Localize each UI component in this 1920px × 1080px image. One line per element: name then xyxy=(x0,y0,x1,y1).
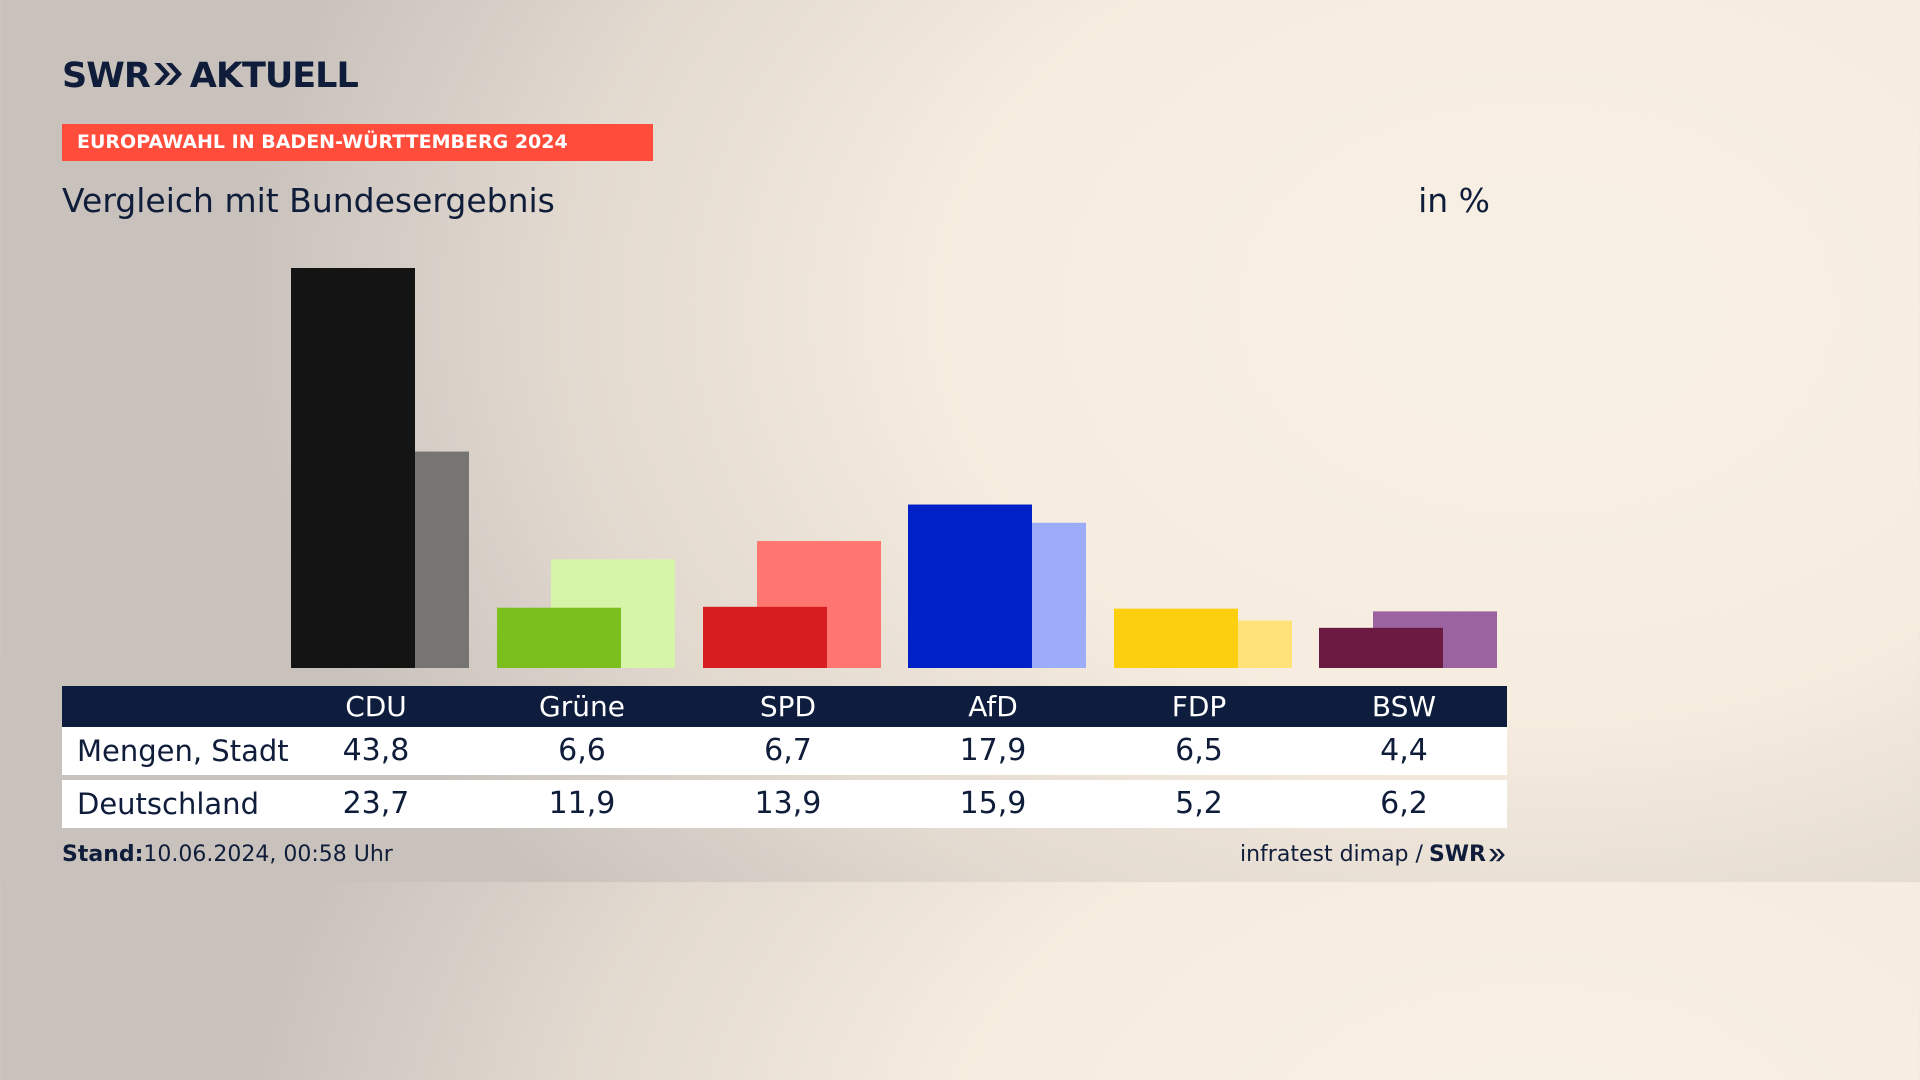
swr-aktuell-logo: SWR AKTUELL xyxy=(62,56,359,96)
column-header-afd: AfD xyxy=(968,690,1018,723)
chart-subtitle: Vergleich mit Bundesergebnis xyxy=(62,181,555,220)
source-text: infratest dimap / xyxy=(1240,842,1423,867)
table-header: CDU Grüne SPD AfD FDP BSW xyxy=(62,686,1507,727)
table-row-germany: Deutschland 23,7 11,9 13,9 15,9 5,2 6,2 xyxy=(62,780,1507,828)
value-cell: 6,7 xyxy=(764,733,812,768)
timestamp: Stand:10.06.2024, 00:58 Uhr xyxy=(62,842,393,867)
bar-mengen-afd xyxy=(908,504,1032,668)
column-header-cdu: CDU xyxy=(345,690,407,723)
source-credit: infratest dimap / SWR xyxy=(1240,842,1506,867)
value-cell: 11,9 xyxy=(548,786,616,821)
value-cell: 43,8 xyxy=(342,733,410,768)
row-label: Deutschland xyxy=(77,787,259,821)
source-brand: SWR xyxy=(1428,842,1486,867)
table-row-local: Mengen, Stadt 43,8 6,6 6,7 17,9 6,5 4,4 xyxy=(62,727,1507,775)
unit-label: in % xyxy=(1418,181,1490,220)
row-label: Mengen, Stadt xyxy=(77,734,289,768)
bar-mengen-spd xyxy=(703,606,827,668)
bar-mengen-bsw xyxy=(1319,627,1443,668)
value-cell: 4,4 xyxy=(1380,733,1428,768)
bar-mengen-cdu xyxy=(291,268,415,668)
value-cell: 6,6 xyxy=(558,733,606,768)
value-cell: 23,7 xyxy=(342,786,410,821)
value-cell: 15,9 xyxy=(959,786,1027,821)
column-header-grüne: Grüne xyxy=(539,690,625,723)
bar-mengen-fdp xyxy=(1114,608,1238,668)
election-banner: EUROPAWAHL IN BADEN-WÜRTTEMBERG 2024 xyxy=(62,124,653,161)
logo-swr-text: SWR xyxy=(62,56,151,96)
value-cell: 6,5 xyxy=(1175,733,1223,768)
bar-chart xyxy=(291,268,1497,668)
double-chevron-icon xyxy=(1489,848,1505,861)
column-header-bsw: BSW xyxy=(1371,690,1437,723)
value-cell: 17,9 xyxy=(959,733,1027,768)
stand-value: 10.06.2024, 00:58 Uhr xyxy=(143,842,393,867)
column-header-fdp: FDP xyxy=(1171,690,1227,723)
value-cell: 5,2 xyxy=(1175,786,1223,821)
stand-label: Stand: xyxy=(62,842,144,867)
column-header-spd: SPD xyxy=(759,690,817,723)
results-table: CDU Grüne SPD AfD FDP BSW Mengen, Stadt 43,8 6… xyxy=(62,686,1507,828)
value-cell: 6,2 xyxy=(1380,786,1428,821)
double-chevron-icon xyxy=(152,56,184,96)
logo-aktuell-text: AKTUELL xyxy=(189,56,359,96)
value-cell: 13,9 xyxy=(754,786,822,821)
bar-mengen-grüne xyxy=(497,607,621,668)
